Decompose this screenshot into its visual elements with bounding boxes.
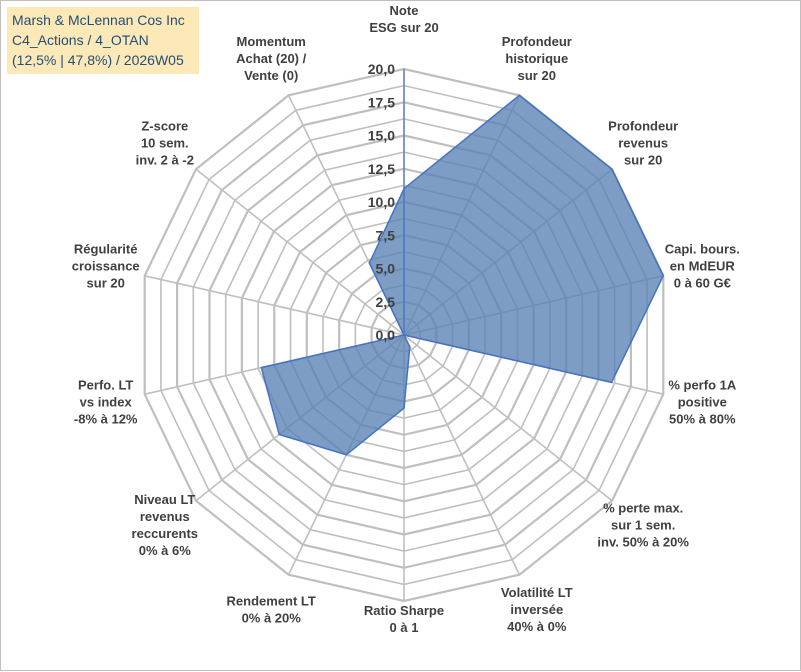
tick-label: 10,0 xyxy=(368,194,395,210)
axis-label-momentum: Momentum Achat (20) / Vente (0) xyxy=(236,34,306,83)
spoke-line xyxy=(144,275,405,336)
tick-label: 2,5 xyxy=(376,294,396,310)
axis-label-regularite: Régularité croissance sur 20 xyxy=(72,241,140,290)
axis-label-perfo-1a: % perfo 1A positive 50% à 80% xyxy=(668,378,737,427)
axis-label-niveau-lt: Niveau LT revenus reccurents 0% à 6% xyxy=(132,492,198,558)
title-line-category: C4_Actions / 4_OTAN xyxy=(12,32,149,48)
tick-label: 20,0 xyxy=(368,61,395,77)
tick-label: 5,0 xyxy=(376,261,396,277)
tick-label: 12,5 xyxy=(368,161,395,177)
axis-label-perfo-lt: Perfo. LT vs index -8% à 12% xyxy=(74,378,138,427)
axis-label-note: Note ESG sur 20 xyxy=(369,3,438,35)
axis-label-perte-max: % perte max. sur 1 sem. inv. 50% à 20% xyxy=(597,500,689,549)
tick-label: 0,0 xyxy=(376,327,396,343)
tick-label: 7,5 xyxy=(376,227,396,243)
spoke-line xyxy=(403,334,613,502)
title-line-company: Marsh & McLennan Cos Inc xyxy=(12,12,185,28)
axis-label-profondeur: Profondeur revenus sur 20 xyxy=(608,119,678,168)
title-line-stats: (12,5% | 47,8%) / 2026W05 xyxy=(12,52,184,68)
radar-tick-labels: 0,0 2,5 5,0 7,5 10,0 12,5 15,0 17,5 20,0 xyxy=(368,61,395,343)
axis-label-profondeur: Profondeur historique sur 20 xyxy=(502,34,572,83)
axis-label-z-score: Z-score 10 sem. inv. 2 à -2 xyxy=(136,119,194,168)
tick-label: 17,5 xyxy=(368,94,395,110)
spoke-line xyxy=(403,334,521,576)
axis-label-capi-bours: Capi. bours. en MdEUR 0 à 60 G€ xyxy=(665,241,740,290)
axis-label-ratio-sharpe: Ratio Sharpe 0 à 1 xyxy=(364,603,444,635)
spoke-line xyxy=(195,168,405,336)
radar-series xyxy=(260,69,665,456)
chart-title-box: Marsh & McLennan Cos Inc C4_Actions / 4_… xyxy=(7,7,199,74)
axis-label-volatilite-lt: Volatilité LT inversée 40% à 0% xyxy=(501,585,573,634)
tick-label: 15,0 xyxy=(368,128,395,144)
radar-axis-labels: Note ESG sur 20 Profondeur historique sur 20… xyxy=(72,3,740,635)
axis-label-rendement-lt: Rendement LT 0% à 20% xyxy=(227,594,316,626)
series-area xyxy=(260,94,665,456)
